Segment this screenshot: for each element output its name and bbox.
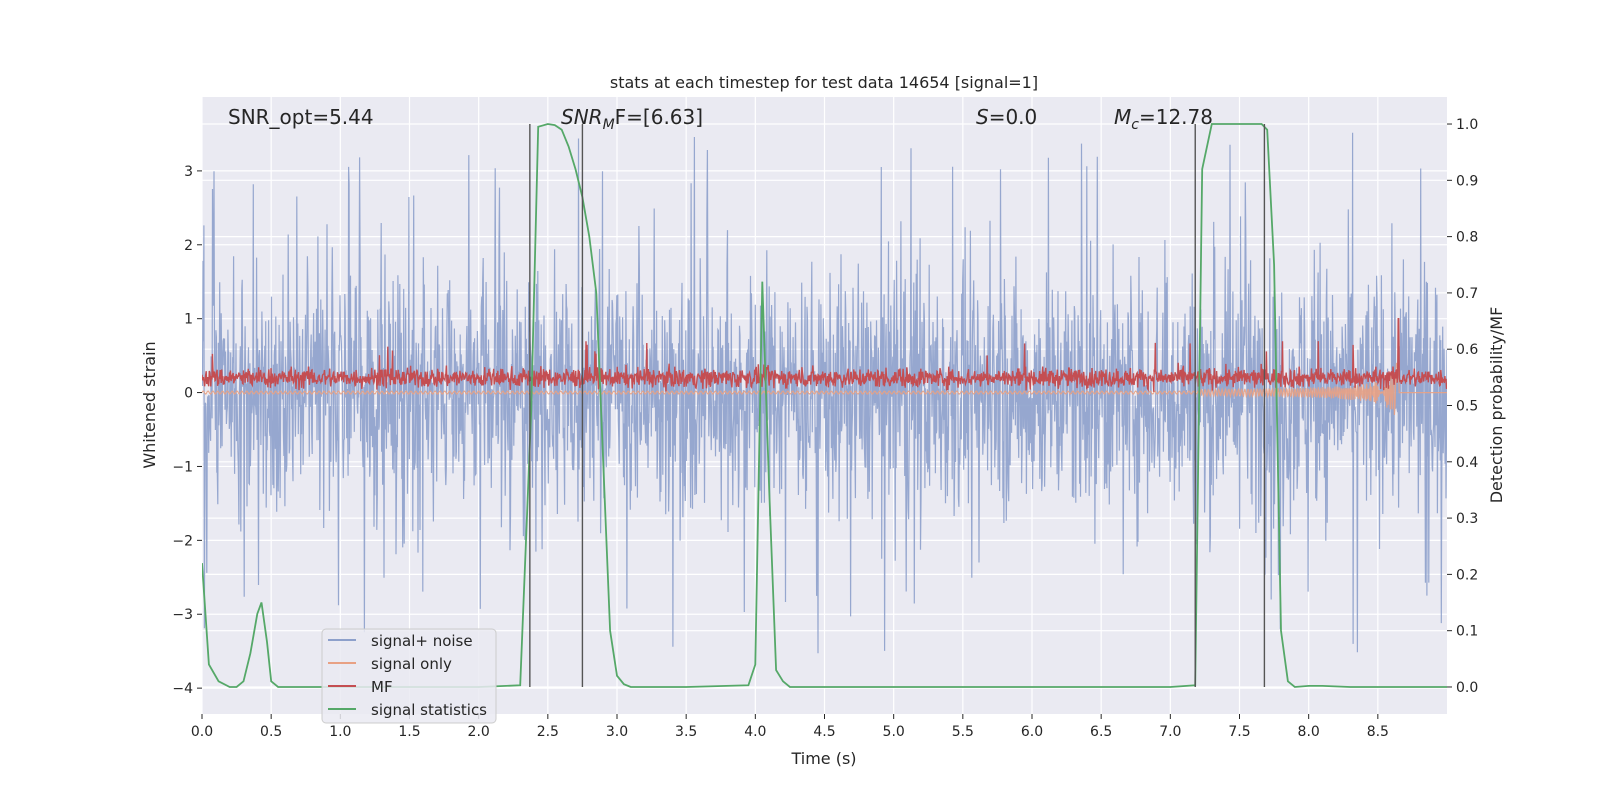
y-right-tick-label: 0.1: [1456, 624, 1478, 640]
legend: signal+ noise signal only MF signal stat…: [321, 628, 497, 724]
x-tick-label: 3.5: [675, 724, 697, 740]
axes: 0.0 0.5 1.0 1.5 2.0 2.5 3.0 3.5 4.0 4.5 5.0 5.5 6.0 6…: [172, 117, 1478, 740]
y-axis-label: Whitened strain: [140, 341, 159, 468]
x-tick-label: 7.0: [1159, 724, 1181, 740]
series-signal-statistics: [202, 123, 1447, 688]
y-right-tick-label: 0.8: [1456, 230, 1478, 246]
x-axis-label: Time (s): [790, 749, 856, 768]
x-tick-label: 0.5: [260, 724, 282, 740]
x-tick-label: 4.0: [744, 724, 766, 740]
legend-label-signal-noise: signal+ noise: [371, 632, 473, 650]
vertical-markers: [529, 124, 1266, 687]
y-right-tick-label: 0.3: [1456, 511, 1478, 527]
y-tick-label: −3: [172, 607, 193, 623]
y-right-tick-label: 1.0: [1456, 117, 1478, 133]
legend-label-signal-only: signal only: [371, 655, 452, 673]
y-tick-label: 3: [184, 164, 193, 180]
x-tick-label: 7.5: [1228, 724, 1250, 740]
legend-frame: [321, 628, 497, 724]
x-tick-label: 2.5: [537, 724, 559, 740]
x-tick-label: 1.0: [329, 724, 351, 740]
y-right-axis-label: Detection probability/MF: [1487, 307, 1506, 504]
y-right-tick-label: 0.4: [1456, 455, 1478, 471]
x-tick-label: 5.0: [883, 724, 905, 740]
y-right-tick-label: 0.5: [1456, 399, 1478, 415]
x-tick-label: 5.5: [952, 724, 974, 740]
x-tick-label: 8.5: [1367, 724, 1389, 740]
y-tick-label: −2: [172, 533, 193, 549]
series-mf: [202, 318, 1447, 392]
y-right-tick-label: 0.7: [1456, 286, 1478, 302]
y-tick-label: −4: [172, 681, 193, 697]
annotation-snr-opt: SNR_opt=5.44: [228, 105, 374, 129]
y-tick-label: 0: [184, 386, 193, 402]
x-tick-label: 4.5: [813, 724, 835, 740]
chart-title: stats at each timestep for test data 146…: [610, 73, 1038, 92]
x-tick-label: 3.0: [606, 724, 628, 740]
y-tick-label: 1: [184, 312, 193, 328]
y-right-tick-label: 0.6: [1456, 342, 1478, 358]
x-tick-label: 8.0: [1298, 724, 1320, 740]
y-right-tick-label: 0.2: [1456, 567, 1478, 583]
y-right-tick-label: 0.9: [1456, 173, 1478, 189]
y-tick-label: −1: [172, 459, 193, 475]
legend-label-mf: MF: [371, 678, 393, 696]
series-signal-noise: [202, 132, 1447, 654]
x-tick-label: 1.5: [398, 724, 420, 740]
data-layer: [202, 123, 1447, 688]
x-tick-label: 2.0: [468, 724, 490, 740]
x-tick-label: 6.5: [1090, 724, 1112, 740]
annotation-mc: Mc=12.78: [1114, 105, 1213, 133]
legend-label-signal-statistics: signal statistics: [371, 701, 487, 719]
annotation-snr-mf: SNRMF=[6.63]: [561, 105, 703, 133]
series-signal-only: [202, 358, 1447, 416]
y-tick-label: 2: [184, 238, 193, 254]
annotation-s: S=0.0: [976, 105, 1037, 129]
x-tick-label: 0.0: [191, 724, 213, 740]
x-tick-label: 6.0: [1021, 724, 1043, 740]
y-right-tick-label: 0.0: [1456, 680, 1478, 696]
